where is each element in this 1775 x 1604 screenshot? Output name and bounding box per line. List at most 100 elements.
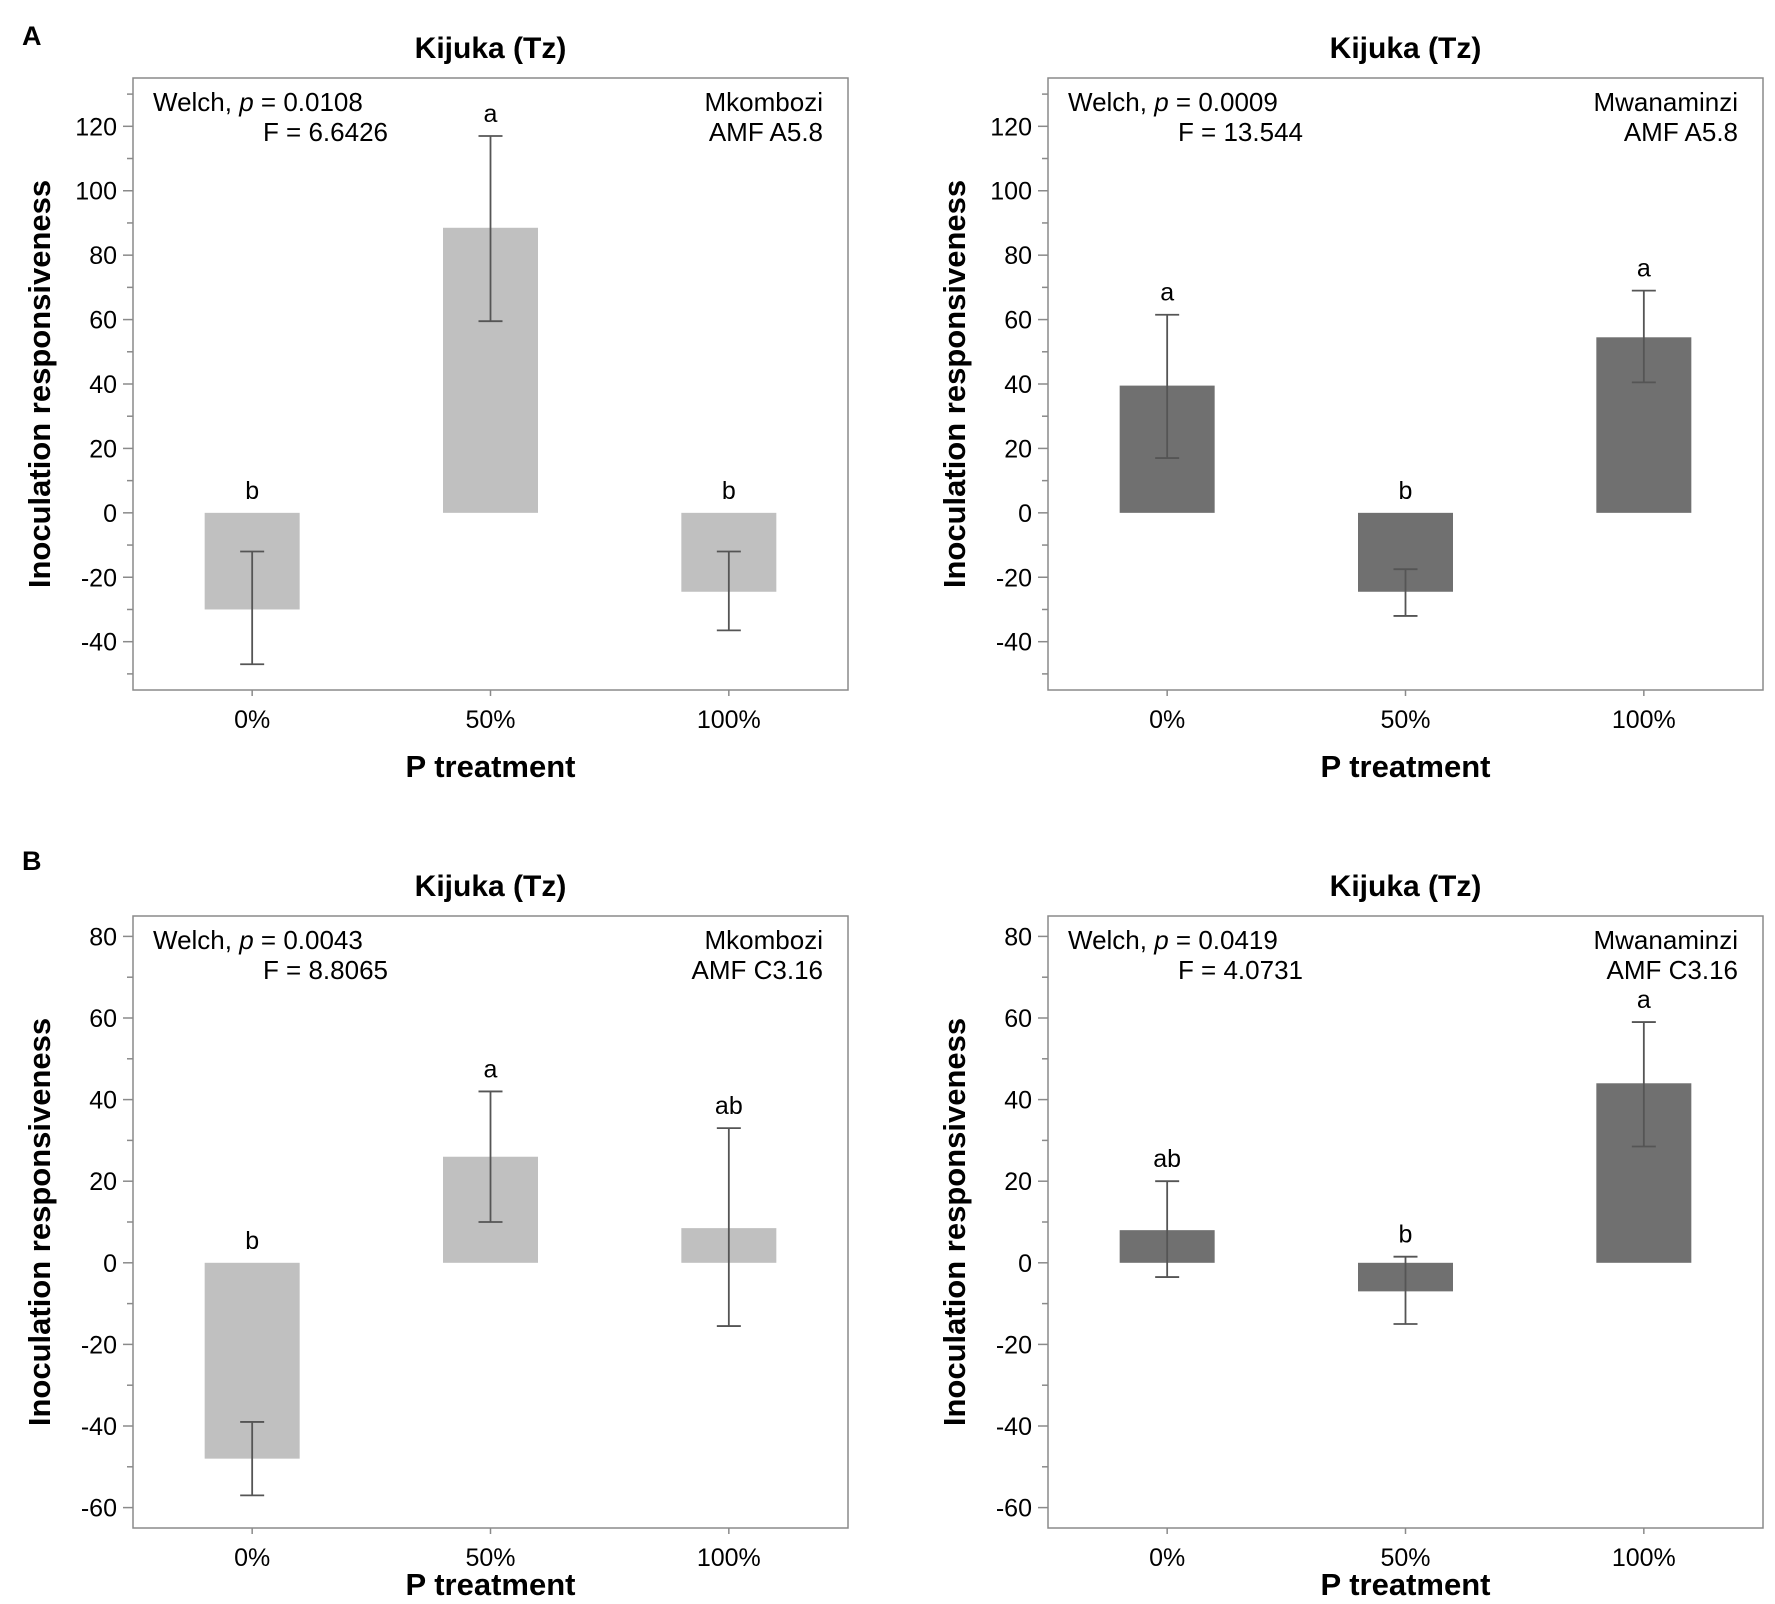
x-tick-label: 0% [234,706,270,734]
y-tick-label: -40 [81,1413,117,1441]
amf-label: AMF A5.8 [709,117,823,147]
y-tick-label: 60 [89,307,117,335]
amf-label: AMF C3.16 [692,955,824,985]
y-tick-label: -20 [81,564,117,592]
x-axis-label: P treatment [1321,749,1491,784]
x-tick-label: 50% [1380,706,1430,734]
y-tick-label: 120 [75,113,117,141]
x-axis-label: P treatment [406,1567,576,1602]
amf-label: AMF A5.8 [1624,117,1738,147]
y-axis-label: Inoculation responsiveness [937,1018,972,1426]
x-tick-label: 50% [1380,1544,1430,1572]
chart-2: Kijuka (Tz) -40 -20 0 20 40 60 80 100 120 Inoculat… [937,32,1764,784]
cultivar-label: Mkombozi [705,925,823,955]
stats-p-symbol: p [1153,87,1168,117]
significance-letter: a [1637,255,1651,283]
y-tick-label: 0 [103,500,117,528]
chart-title: Kijuka (Tz) [415,870,567,903]
significance-letter: b [245,477,259,505]
significance-letter: a [484,1055,498,1083]
stats-line-2: F = 6.6426 [263,117,388,147]
stats-p-value: = 0.0108 [254,87,363,117]
stats-line-2: F = 8.8065 [263,955,388,985]
y-tick-label: 80 [1004,242,1032,270]
x-tick-label: 100% [697,1544,761,1572]
stats-line-2: F = 4.0731 [1178,955,1303,985]
chart-3: Kijuka (Tz) -60 -40 -20 0 20 40 60 80 Inoculation… [22,870,849,1602]
x-axis-label: P treatment [406,749,576,784]
x-tick-label: 100% [697,706,761,734]
panel-letter-a: A [22,21,42,51]
chart-4: Kijuka (Tz) -60 -40 -20 0 20 40 60 80 Inoculation… [937,870,1764,1602]
cultivar-label: Mwanaminzi [1594,87,1739,117]
stats-line-1: Welch, p = 0.0009 [1068,87,1278,117]
chart-title: Kijuka (Tz) [1330,870,1482,903]
y-tick-label: 80 [1004,923,1032,951]
stats-prefix: Welch, [1068,925,1154,955]
chart-1: Kijuka (Tz) -40 -20 0 20 40 60 80 100 120 Inoculat… [22,32,849,784]
x-axis-label: P treatment [1321,1567,1491,1602]
y-tick-label: 0 [1018,500,1032,528]
significance-letter: b [1399,1221,1413,1249]
x-tick-label: 50% [465,1544,515,1572]
y-tick-label: 40 [89,1087,117,1115]
y-tick-label: 20 [1004,435,1032,463]
chart-title: Kijuka (Tz) [1330,32,1482,65]
chart-title: Kijuka (Tz) [415,32,567,65]
y-axis-label: Inoculation responsiveness [22,1018,57,1426]
y-tick-label: 0 [1018,1250,1032,1278]
y-tick-label: 80 [89,242,117,270]
y-tick-label: -60 [81,1495,117,1523]
significance-letter: b [1399,477,1413,505]
stats-p-symbol: p [238,925,253,955]
cultivar-label: Mkombozi [705,87,823,117]
y-tick-label: 0 [103,1250,117,1278]
significance-letter: a [1637,986,1651,1014]
stats-prefix: Welch, [1068,87,1154,117]
stats-p-value: = 0.0419 [1169,925,1278,955]
y-axis-label: Inoculation responsiveness [22,180,57,588]
significance-letter: ab [715,1092,743,1120]
x-tick-label: 100% [1612,1544,1676,1572]
y-tick-label: 40 [89,371,117,399]
amf-label: AMF C3.16 [1607,955,1739,985]
stats-line-1: Welch, p = 0.0419 [1068,925,1278,955]
y-tick-label: -20 [996,1331,1032,1359]
significance-letter: b [245,1227,259,1255]
y-tick-label: -40 [996,629,1032,657]
y-tick-label: 60 [1004,307,1032,335]
stats-p-symbol: p [1153,925,1168,955]
stats-prefix: Welch, [153,925,239,955]
stats-line-1: Welch, p = 0.0043 [153,925,363,955]
y-tick-label: 60 [89,1005,117,1033]
significance-letter: ab [1153,1145,1181,1173]
y-axis-label: Inoculation responsiveness [937,180,972,588]
x-tick-label: 0% [234,1544,270,1572]
significance-letter: a [484,100,498,128]
y-tick-label: 120 [990,113,1032,141]
stats-line-2: F = 13.544 [1178,117,1303,147]
y-tick-label: 20 [89,435,117,463]
stats-p-value: = 0.0009 [1169,87,1278,117]
panel-letter-b: B [22,846,42,876]
stats-line-1: Welch, p = 0.0108 [153,87,363,117]
cultivar-label: Mwanaminzi [1594,925,1739,955]
y-tick-label: -40 [996,1413,1032,1441]
x-tick-label: 50% [465,706,515,734]
significance-letter: b [722,477,736,505]
y-tick-label: 60 [1004,1005,1032,1033]
y-tick-label: 40 [1004,1087,1032,1115]
stats-prefix: Welch, [153,87,239,117]
y-tick-label: 100 [75,178,117,206]
y-tick-label: 40 [1004,371,1032,399]
y-tick-label: -60 [996,1495,1032,1523]
significance-letter: a [1160,279,1174,307]
y-tick-label: 100 [990,178,1032,206]
x-tick-label: 0% [1149,1544,1185,1572]
x-tick-label: 100% [1612,706,1676,734]
y-tick-label: -40 [81,629,117,657]
y-tick-label: 80 [89,923,117,951]
x-tick-label: 0% [1149,706,1185,734]
